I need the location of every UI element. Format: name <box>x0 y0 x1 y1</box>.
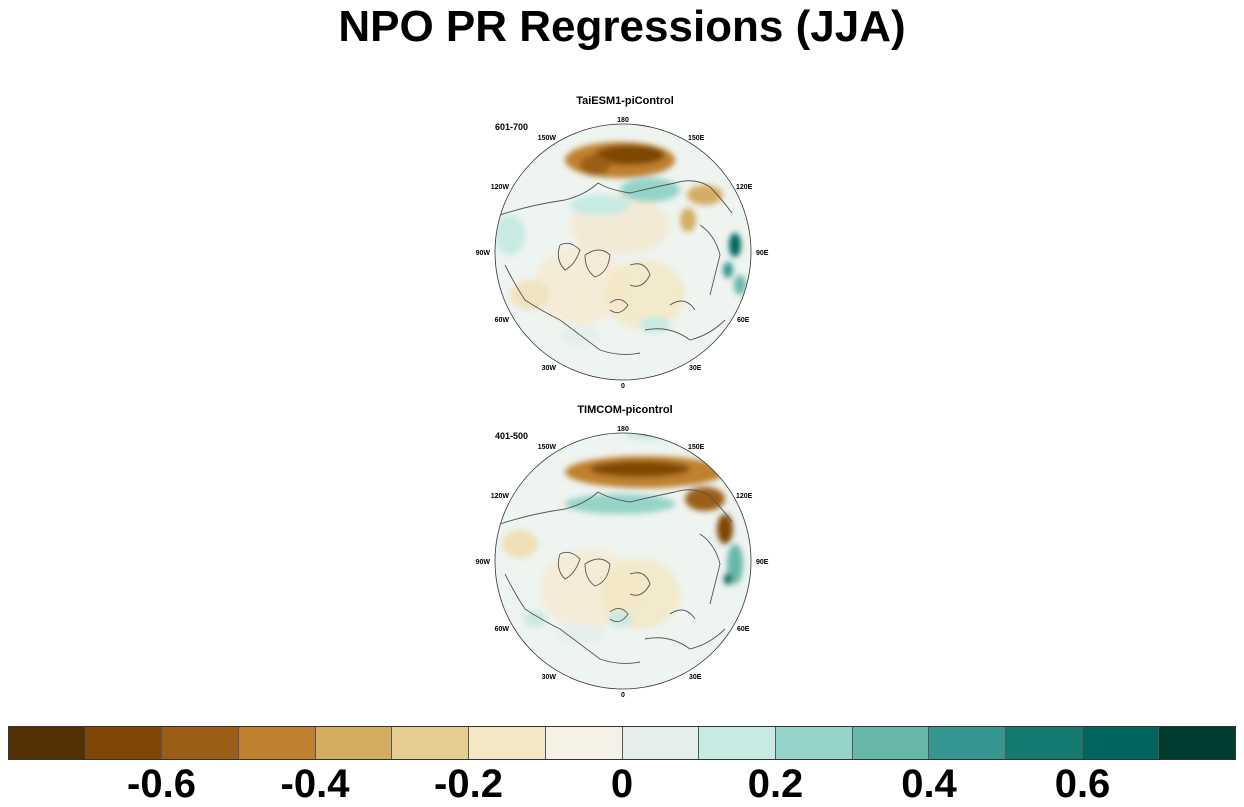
colorbar-tick-label: 0.6 <box>1054 762 1111 806</box>
lon-label: 30E <box>689 674 702 681</box>
map-panel-2: TIMCOM-picontrol 401-500 <box>470 404 780 704</box>
colorbar-box <box>699 727 776 759</box>
colorbar-box <box>9 727 86 759</box>
lon-label: 30E <box>689 365 702 372</box>
panel-years-label: 401-500 <box>495 431 529 441</box>
colorbar-tick-label: -0.2 <box>434 762 503 806</box>
colorbar-tick-label: -0.4 <box>280 762 350 806</box>
polar-map: 180 150E 120E 90E 60E 30E 0 30W 60W 90W … <box>476 426 769 699</box>
lon-label: 90W <box>476 559 491 566</box>
colorbar-tick-label: 0.4 <box>901 762 957 806</box>
lon-label: 150E <box>688 444 705 451</box>
colorbar-box <box>162 727 240 759</box>
colorbar-tick-label: -0.6 <box>127 762 196 806</box>
lon-label: 0 <box>621 383 625 390</box>
regression-field <box>495 142 746 345</box>
colorbar-box <box>545 727 623 759</box>
lon-label: 0 <box>621 692 625 699</box>
colorbar-tick-label: 0.2 <box>747 762 804 806</box>
lon-label: 120E <box>736 493 753 500</box>
lon-label: 120W <box>491 493 510 500</box>
lon-label: 60E <box>737 626 750 633</box>
lon-label: 180 <box>617 117 629 124</box>
lon-label: 120E <box>736 184 753 191</box>
colorbar-box <box>775 727 853 759</box>
lon-label: 30W <box>542 674 557 681</box>
lon-label: 60W <box>495 317 510 324</box>
colorbar-box <box>239 727 316 759</box>
lon-label: 150W <box>538 135 557 142</box>
lon-label: 90E <box>756 559 769 566</box>
colorbar-box <box>852 727 930 759</box>
colorbar-box <box>315 727 393 759</box>
panel-title: TIMCOM-picontrol <box>577 404 673 416</box>
colorbar-box <box>622 727 700 759</box>
colorbar-box <box>85 727 163 759</box>
lon-label: 30W <box>542 365 557 372</box>
colorbar-box <box>1082 727 1160 759</box>
lon-label: 150E <box>688 135 705 142</box>
lon-label: 120W <box>491 184 510 191</box>
polar-map: 180 150E 120E 90E 60E 30E 0 30W 60W 90W … <box>476 117 769 390</box>
panel-title: TaiESM1-piControl <box>576 95 674 107</box>
colorbar-box <box>392 727 470 759</box>
lon-label: 90W <box>476 250 491 257</box>
lon-label: 180 <box>617 426 629 433</box>
coastlines <box>499 180 733 355</box>
map-panel-1: TaiESM1-piControl 601-700 <box>470 95 780 395</box>
colorbar <box>8 726 1236 760</box>
lon-label: 150W <box>538 444 557 451</box>
lon-label: 60W <box>495 626 510 633</box>
colorbar-box <box>469 727 546 759</box>
colorbar-box <box>929 727 1006 759</box>
colorbar-box <box>1005 727 1083 759</box>
figure-title: NPO PR Regressions (JJA) <box>338 2 906 51</box>
panel-years-label: 601-700 <box>495 122 529 132</box>
colorbar-tick-label: 0 <box>610 762 634 806</box>
colorbar-box <box>1159 727 1235 759</box>
coastlines <box>499 489 733 664</box>
lon-label: 90E <box>756 250 769 257</box>
lon-label: 60E <box>737 317 750 324</box>
